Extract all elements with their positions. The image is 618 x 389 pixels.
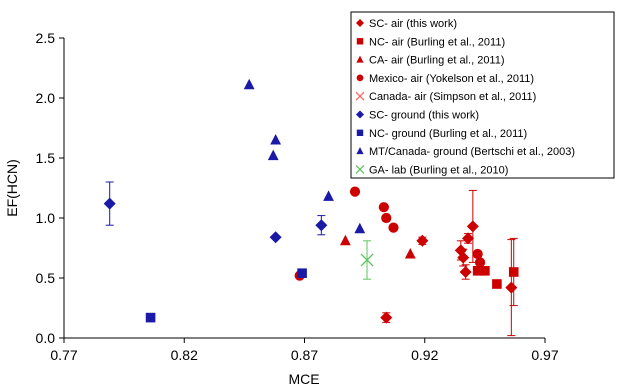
data-point [480,266,490,276]
y-tick-label: 1.0 [36,210,56,226]
data-point [505,281,518,294]
data-point [349,186,361,197]
data-point [404,248,416,259]
y-axis-title: EF(HCN) [4,159,20,217]
data-point [474,257,486,268]
legend-label: Mexico- air (Yokelson et al., 2011) [369,73,534,85]
y-ticks: 0.0 0.5 1.0 1.5 2.0 2.5 [36,30,64,346]
legend-marker [355,91,365,101]
x-tick-label: 0.77 [50,347,77,363]
series-8 [360,240,374,280]
data-point [145,312,156,323]
y-tick-label: 1.5 [36,150,56,166]
legend: SC- air (this work) NC- air (Burling et a… [350,11,615,179]
data-point [270,134,282,145]
x-axis-title: MCE [288,371,319,387]
data-point [269,231,282,244]
legend-label: GA- lab (Burling et al., 2010) [369,164,508,176]
data-point [388,222,399,233]
legend-label: SC- air (this work) [369,18,457,30]
data-point [416,234,429,247]
series-6 [145,268,307,323]
data-point [508,267,519,277]
data-point [297,268,307,278]
data-point [492,279,502,289]
legend-label: NC- air (Burling et al., 2011) [369,36,505,48]
series-5 [103,181,328,244]
legend-label: Canada- air (Simpson et al., 2011) [369,91,536,103]
legend-marker [356,19,364,27]
data-point [457,251,470,264]
legend-box [350,11,615,179]
data-point [380,311,393,324]
data-point [466,220,479,233]
data-point [103,197,116,210]
series-1 [472,237,519,307]
data-point [360,253,374,267]
data-point [315,219,328,232]
legend-marker [356,74,364,82]
y-tick-label: 2.0 [36,90,56,106]
x-tick-label: 0.97 [531,347,558,363]
y-tick-label: 0.0 [36,330,56,346]
x-tick-label: 0.92 [411,347,438,363]
x-ticks: 0.77 0.82 0.87 0.92 0.97 [50,338,559,363]
y-tick-label: 2.5 [36,30,56,46]
data-point [323,190,334,201]
data-point [339,234,351,246]
legend-marker [356,147,364,155]
series-7 [243,78,366,234]
data-point [267,149,279,161]
legend-marker [356,129,364,136]
legend-marker [356,55,364,63]
series-2 [339,234,416,259]
data-point [354,222,366,234]
series-3 [294,186,486,281]
legend-label: CA- air (Burling et al., 2011) [369,55,505,67]
x-tick-label: 0.87 [291,347,318,363]
legend-marker [356,38,364,45]
legend-marker [356,110,364,119]
data-point [472,248,483,260]
legend-label: SC- ground (this work) [369,110,479,122]
data-point [381,212,392,224]
legend-label: MT/Canada- ground (Bertschi et al., 2003… [369,146,575,158]
data-point [462,232,475,245]
data-point [243,78,255,90]
legend-label: NC- ground (Burling et al., 2011) [369,128,527,140]
series-layer [103,78,519,337]
y-tick-label: 0.5 [36,270,56,286]
legend-items: SC- air (this work) NC- air (Burling et a… [355,18,575,176]
legend-marker [355,164,365,174]
x-tick-label: 0.82 [171,347,198,363]
series-0 [380,189,518,337]
data-point [378,202,389,213]
data-point [459,266,472,278]
data-point [472,266,483,276]
